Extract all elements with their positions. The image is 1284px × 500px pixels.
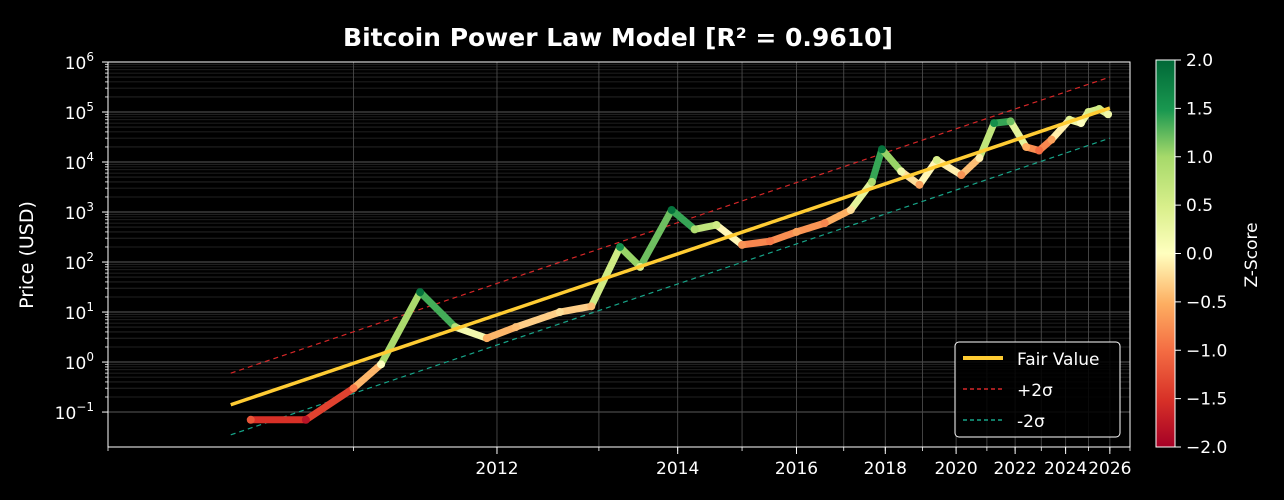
price-point	[766, 237, 775, 246]
price-point	[975, 154, 984, 163]
price-point	[1104, 110, 1113, 119]
price-point	[511, 323, 520, 332]
price-segment	[556, 302, 595, 316]
price-point	[690, 225, 699, 234]
price-point	[416, 288, 425, 297]
price-point	[482, 334, 491, 343]
y-tick-label: 104	[65, 150, 94, 174]
price-segment	[933, 156, 965, 179]
y-tick-label: 101	[65, 300, 94, 324]
x-tick-label: 2014	[656, 459, 699, 479]
legend-box	[954, 341, 1121, 438]
price-segment	[847, 178, 876, 214]
colorbar-label: Z-Score	[1242, 222, 1262, 287]
price-segment	[792, 219, 829, 236]
price-segment	[616, 243, 644, 271]
colorbar-tick-label: −1.0	[1186, 341, 1227, 361]
y-tick-label: 106	[65, 50, 94, 74]
price-point	[712, 221, 721, 230]
y-tick-label: 103	[65, 200, 94, 224]
price-segment	[957, 154, 983, 179]
price-point	[1077, 119, 1086, 128]
price-point	[846, 205, 855, 214]
colorbar-ticks: 2.0 1.5 1.0 0.5 0.0 −0.5 −1.0 −1.5 −2.0	[1175, 51, 1227, 458]
y-tick-label: 100	[65, 350, 94, 374]
y-tick-label: 105	[65, 100, 94, 124]
price-segment	[738, 237, 774, 249]
y-tick-label: 102	[65, 250, 94, 274]
price-point	[877, 145, 886, 154]
colorbar-tick-label: 1.0	[1186, 148, 1213, 168]
price-segment	[1007, 117, 1030, 151]
price-point	[957, 170, 966, 179]
price-point	[1047, 135, 1056, 144]
colorbar-tick-label: −0.5	[1186, 293, 1227, 313]
price-point	[555, 308, 564, 317]
price-segment	[878, 145, 905, 175]
legend: Fair Value +2σ -2σ	[954, 341, 1121, 438]
price-point	[301, 415, 310, 424]
price-segment	[302, 384, 358, 424]
x-axis-ticks: 2012 2014 2016 2018 2020 2022 2024 2026	[107, 447, 1131, 479]
price-point	[932, 155, 941, 164]
colorbar-tick-label: −1.5	[1186, 390, 1227, 410]
fair-value-series	[230, 106, 1111, 407]
y-axis-label: Price (USD)	[16, 201, 38, 309]
price-segment	[350, 360, 385, 392]
price-point	[667, 205, 676, 214]
price-segment	[821, 206, 855, 227]
price-segment	[868, 145, 886, 186]
price-segment	[483, 323, 520, 342]
x-tick-label: 2022	[993, 459, 1036, 479]
x-tick-label: 2018	[864, 459, 907, 479]
price-point	[738, 240, 747, 249]
x-tick-label: 2016	[775, 459, 818, 479]
price-segment	[636, 206, 676, 271]
colorbar-tick-label: 2.0	[1186, 51, 1213, 71]
colorbar-gradient	[1155, 59, 1176, 448]
price-point	[990, 119, 999, 128]
price-point	[349, 384, 358, 393]
x-tick-label: 2024	[1044, 459, 1087, 479]
x-tick-label: 2020	[934, 459, 977, 479]
legend-upper-band-label: +2σ	[1017, 381, 1053, 401]
plot-frame	[107, 61, 1131, 448]
colorbar-tick-label: −2.0	[1186, 438, 1227, 458]
lower-band-line	[230, 137, 1111, 436]
y-axis-ticks: 10−1 100 101 102 103 104 105 106	[55, 50, 108, 424]
price-point	[897, 167, 906, 176]
chart-title: Bitcoin Power Law Model [R² = 0.9610]	[343, 23, 893, 52]
upper-band-line	[230, 76, 1111, 374]
price-segment	[512, 308, 564, 331]
price-point	[377, 360, 386, 369]
sigma-bands	[230, 76, 1111, 436]
colorbar-tick-label: 0.5	[1186, 196, 1213, 216]
x-tick-label: 2012	[475, 459, 518, 479]
colorbar-tick-label: 0.0	[1186, 245, 1213, 265]
price-point	[1035, 146, 1044, 155]
legend-lower-band-label: -2σ	[1017, 412, 1045, 432]
price-point	[616, 242, 625, 251]
price-segment	[416, 288, 459, 331]
y-tick-label: 10−1	[55, 400, 94, 424]
fair-value-line	[230, 106, 1111, 407]
colorbar: 2.0 1.5 1.0 0.5 0.0 −0.5 −1.0 −1.5 −2.0 Z-Score	[1155, 51, 1262, 458]
price-point	[867, 177, 876, 186]
price-point	[915, 180, 924, 189]
price-point	[792, 227, 801, 236]
price-segment	[668, 206, 699, 233]
colorbar-tick-label: 1.5	[1186, 99, 1213, 119]
x-tick-label: 2026	[1088, 459, 1131, 479]
price-point	[1006, 117, 1015, 126]
price-point	[587, 302, 596, 311]
legend-fair-value-label: Fair Value	[1017, 350, 1099, 370]
price-point	[820, 219, 829, 228]
price-point	[246, 415, 255, 424]
price-segment	[915, 156, 941, 189]
price-segment	[766, 228, 800, 245]
price-point	[1022, 142, 1031, 151]
